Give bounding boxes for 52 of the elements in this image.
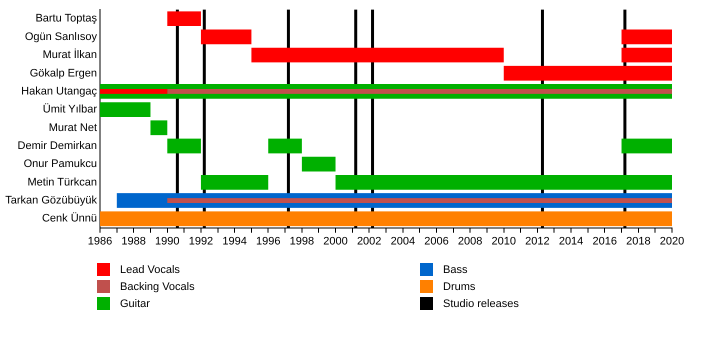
y-tick-label: Murat İlkan (42, 48, 97, 62)
x-tick-label: 2000 (323, 235, 348, 248)
legend-label: Studio releases (443, 298, 519, 310)
y-tick-label: Cenk Ünnü (42, 212, 97, 225)
y-tick-label: Ümit Yılbar (42, 102, 98, 116)
y-tick-label: Metin Türkcan (28, 176, 97, 188)
x-tick-label: 2008 (458, 235, 482, 248)
x-tick-label: 2012 (525, 235, 550, 248)
legend-label: Drums (443, 280, 476, 292)
x-tick-label: 1992 (188, 235, 214, 248)
x-tick-label: 1998 (290, 235, 314, 248)
bar (251, 48, 504, 62)
legend-label: Backing Vocals (120, 280, 195, 292)
x-tick-label: 2010 (492, 235, 516, 248)
x-tick-label: 2006 (424, 235, 449, 248)
x-tick-label: 1996 (256, 235, 280, 248)
x-tick-label: 2018 (626, 235, 651, 248)
y-tick-label: Bartu Toptaş (35, 12, 98, 25)
y-tick-label: Murat Net (48, 122, 97, 134)
bar (622, 48, 672, 62)
bar (336, 174, 672, 190)
x-tick-label: 2014 (558, 235, 584, 248)
x-tick-label: 2016 (592, 235, 617, 248)
x-tick-label: 2020 (660, 235, 684, 248)
x-tick-label: 2002 (356, 235, 382, 248)
bar (622, 30, 672, 44)
legend-label: Bass (443, 264, 468, 276)
bar (100, 102, 150, 117)
y-tick-label: Tarkan Gözübüyük (5, 194, 98, 207)
bar (504, 66, 672, 81)
y-tick-label: Ogün Sanlısoy (24, 30, 98, 43)
bar (302, 156, 336, 172)
bar (268, 138, 302, 154)
x-tick-label: 1990 (155, 235, 180, 248)
y-tick-label: Gökalp Ergen (30, 67, 97, 80)
x-tick-label: 1986 (88, 235, 112, 248)
y-tick-label: Onur Pamukcu (24, 158, 97, 170)
bar (167, 88, 672, 94)
x-tick-label: 1988 (121, 235, 146, 248)
bar (150, 120, 168, 136)
legend-label: Guitar (120, 298, 150, 310)
bar (200, 30, 252, 44)
bar (167, 138, 201, 154)
bar (622, 138, 672, 154)
y-tick-label: Hakan Utangaç (21, 85, 98, 98)
y-tick-label: Demir Demirkan (18, 140, 97, 152)
x-tick-label: 2004 (390, 235, 416, 248)
x-tick-label: 1994 (222, 235, 247, 248)
bar (200, 174, 268, 190)
bar (167, 11, 201, 26)
bar (167, 198, 672, 203)
legend-label: Lead Vocals (120, 264, 180, 276)
